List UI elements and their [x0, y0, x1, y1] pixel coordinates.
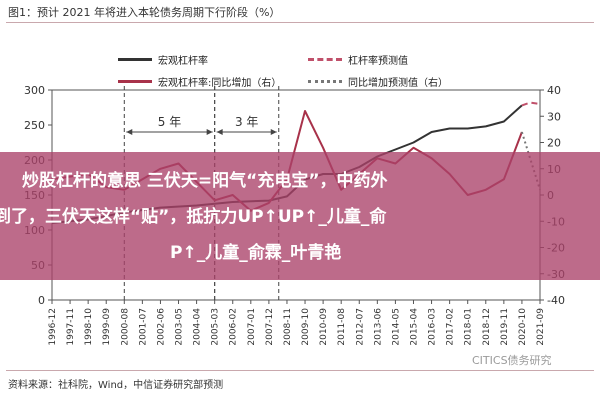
arrow-head-right	[270, 129, 277, 135]
legend-label: 宏观杠杆率	[158, 56, 208, 67]
x-tick-label: 2012-07	[355, 308, 365, 346]
arrow-head-left	[216, 129, 223, 135]
legend-swatch	[118, 80, 152, 83]
period-label: 5 年	[158, 115, 181, 129]
legend-label: 杠杆率预测值	[348, 56, 408, 67]
legend-label: 同比增加预测值（右）	[348, 78, 448, 89]
x-tick-label: 1998-10	[84, 308, 94, 346]
y-left-tick-label: 300	[24, 84, 45, 97]
x-tick-label: 1999-09	[102, 308, 112, 346]
legend-item-leverage: 宏观杠杆率	[118, 52, 208, 67]
source-note: 资料来源：社科院，Wind，中信证券研究部预测	[8, 380, 224, 391]
period-label: 3 年	[235, 115, 258, 129]
y-left-tick-label: 250	[24, 119, 45, 132]
y-right-tick-label: 40	[547, 84, 561, 97]
x-tick-label: 2001-07	[138, 308, 148, 346]
title-divider	[6, 22, 594, 23]
arrow-head-right	[206, 129, 213, 135]
watermark-logo: CITICS债务研究	[472, 354, 552, 367]
arrow-head-left	[126, 129, 133, 135]
y-right-tick-label: -40	[547, 294, 565, 307]
legend-swatch	[308, 80, 342, 83]
x-tick-label: 2014-05	[391, 308, 401, 346]
banner-line-2: 到了，三伏天这样“贴”，抵抗力UP↑UP↑_儿童_俞	[0, 207, 387, 227]
source-divider	[6, 370, 594, 371]
x-tick-label: 1997-11	[66, 308, 76, 346]
x-tick-label: 2003-05	[175, 308, 185, 346]
series-line-1	[521, 101, 541, 107]
x-tick-label: 2013-06	[373, 308, 383, 346]
x-tick-label: 2020-10	[518, 308, 528, 346]
legend-swatch	[118, 58, 152, 61]
x-tick-label: 2004-04	[193, 308, 203, 346]
banner-line-3: P↑_儿童_俞霖_叶青艳	[170, 243, 342, 263]
y-left-tick-label: 0	[38, 294, 45, 307]
legend-label: 宏观杠杆率:同比增加（右）	[158, 78, 282, 89]
x-tick-label: 2018-01	[464, 308, 474, 346]
legend-swatch	[308, 58, 342, 61]
x-tick-label: 2005-03	[211, 308, 221, 346]
x-tick-label: 2015-04	[409, 308, 419, 346]
y-right-tick-label: 20	[547, 137, 561, 150]
x-tick-label: 2002-06	[156, 308, 166, 346]
figure-title: 图1：预计 2021 年将进入本轮债务周期下行阶段（%）	[8, 6, 281, 19]
x-tick-label: 2018-12	[482, 308, 492, 346]
x-tick-label: 2007-12	[265, 308, 275, 346]
x-tick-label: 2008-11	[283, 308, 293, 346]
x-tick-label: 2007-01	[247, 308, 257, 346]
x-tick-label: 2021-09	[536, 308, 546, 346]
legend-item-yoy: 宏观杠杆率:同比增加（右）	[118, 74, 281, 89]
x-tick-label: 2011-08	[337, 308, 347, 346]
legend-item-leverage-forecast: 杠杆率预测值	[308, 52, 408, 67]
x-tick-label: 2000-08	[120, 308, 130, 346]
legend-item-yoy-forecast: 同比增加预测值（右）	[308, 74, 448, 89]
x-tick-label: 2010-09	[319, 308, 329, 346]
overlay-banner[interactable]: 炒股杠杆的意思 三伏天=阳气“充电宝”，中药外 到了，三伏天这样“贴”，抵抗力U…	[0, 152, 600, 280]
x-tick-label: 2006-02	[229, 308, 239, 346]
x-tick-label: 2009-10	[301, 308, 311, 346]
x-tick-label: 2016-03	[428, 308, 438, 346]
x-tick-label: 2017-02	[446, 308, 456, 346]
y-right-tick-label: 30	[547, 110, 561, 123]
banner-line-1: 炒股杠杆的意思 三伏天=阳气“充电宝”，中药外	[22, 171, 388, 191]
x-tick-label: 2019-11	[500, 308, 510, 346]
x-tick-label: 1996-12	[48, 308, 58, 346]
